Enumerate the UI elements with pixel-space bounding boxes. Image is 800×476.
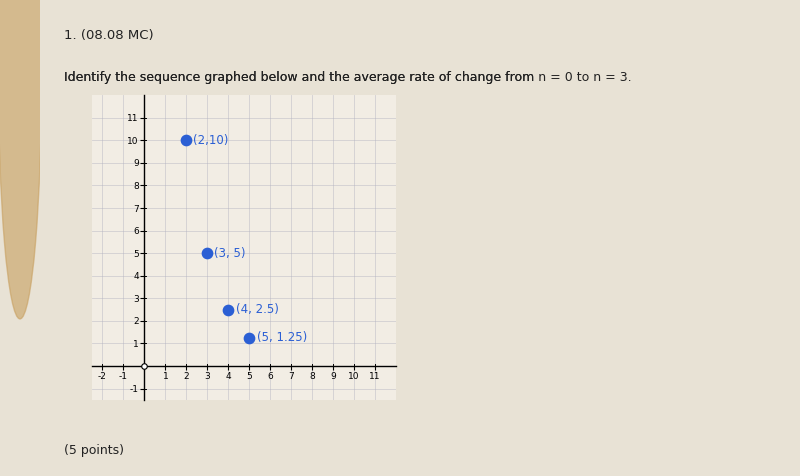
- Text: (3, 5): (3, 5): [214, 247, 245, 260]
- Point: [222, 306, 234, 313]
- Text: (5 points): (5 points): [64, 444, 124, 457]
- Point: [201, 249, 214, 257]
- Text: Identify the sequence graphed below and the average rate of change from: Identify the sequence graphed below and …: [64, 71, 538, 84]
- Text: (5, 1.25): (5, 1.25): [257, 331, 307, 344]
- Point: [243, 334, 256, 342]
- Text: 1. (08.08 MC): 1. (08.08 MC): [64, 29, 154, 41]
- Text: (4, 2.5): (4, 2.5): [236, 303, 278, 316]
- Point: [180, 137, 193, 144]
- Text: (2,10): (2,10): [193, 134, 228, 147]
- Text: Identify the sequence graphed below and the average rate of change from n = 0 to: Identify the sequence graphed below and …: [64, 71, 632, 84]
- Circle shape: [0, 0, 42, 319]
